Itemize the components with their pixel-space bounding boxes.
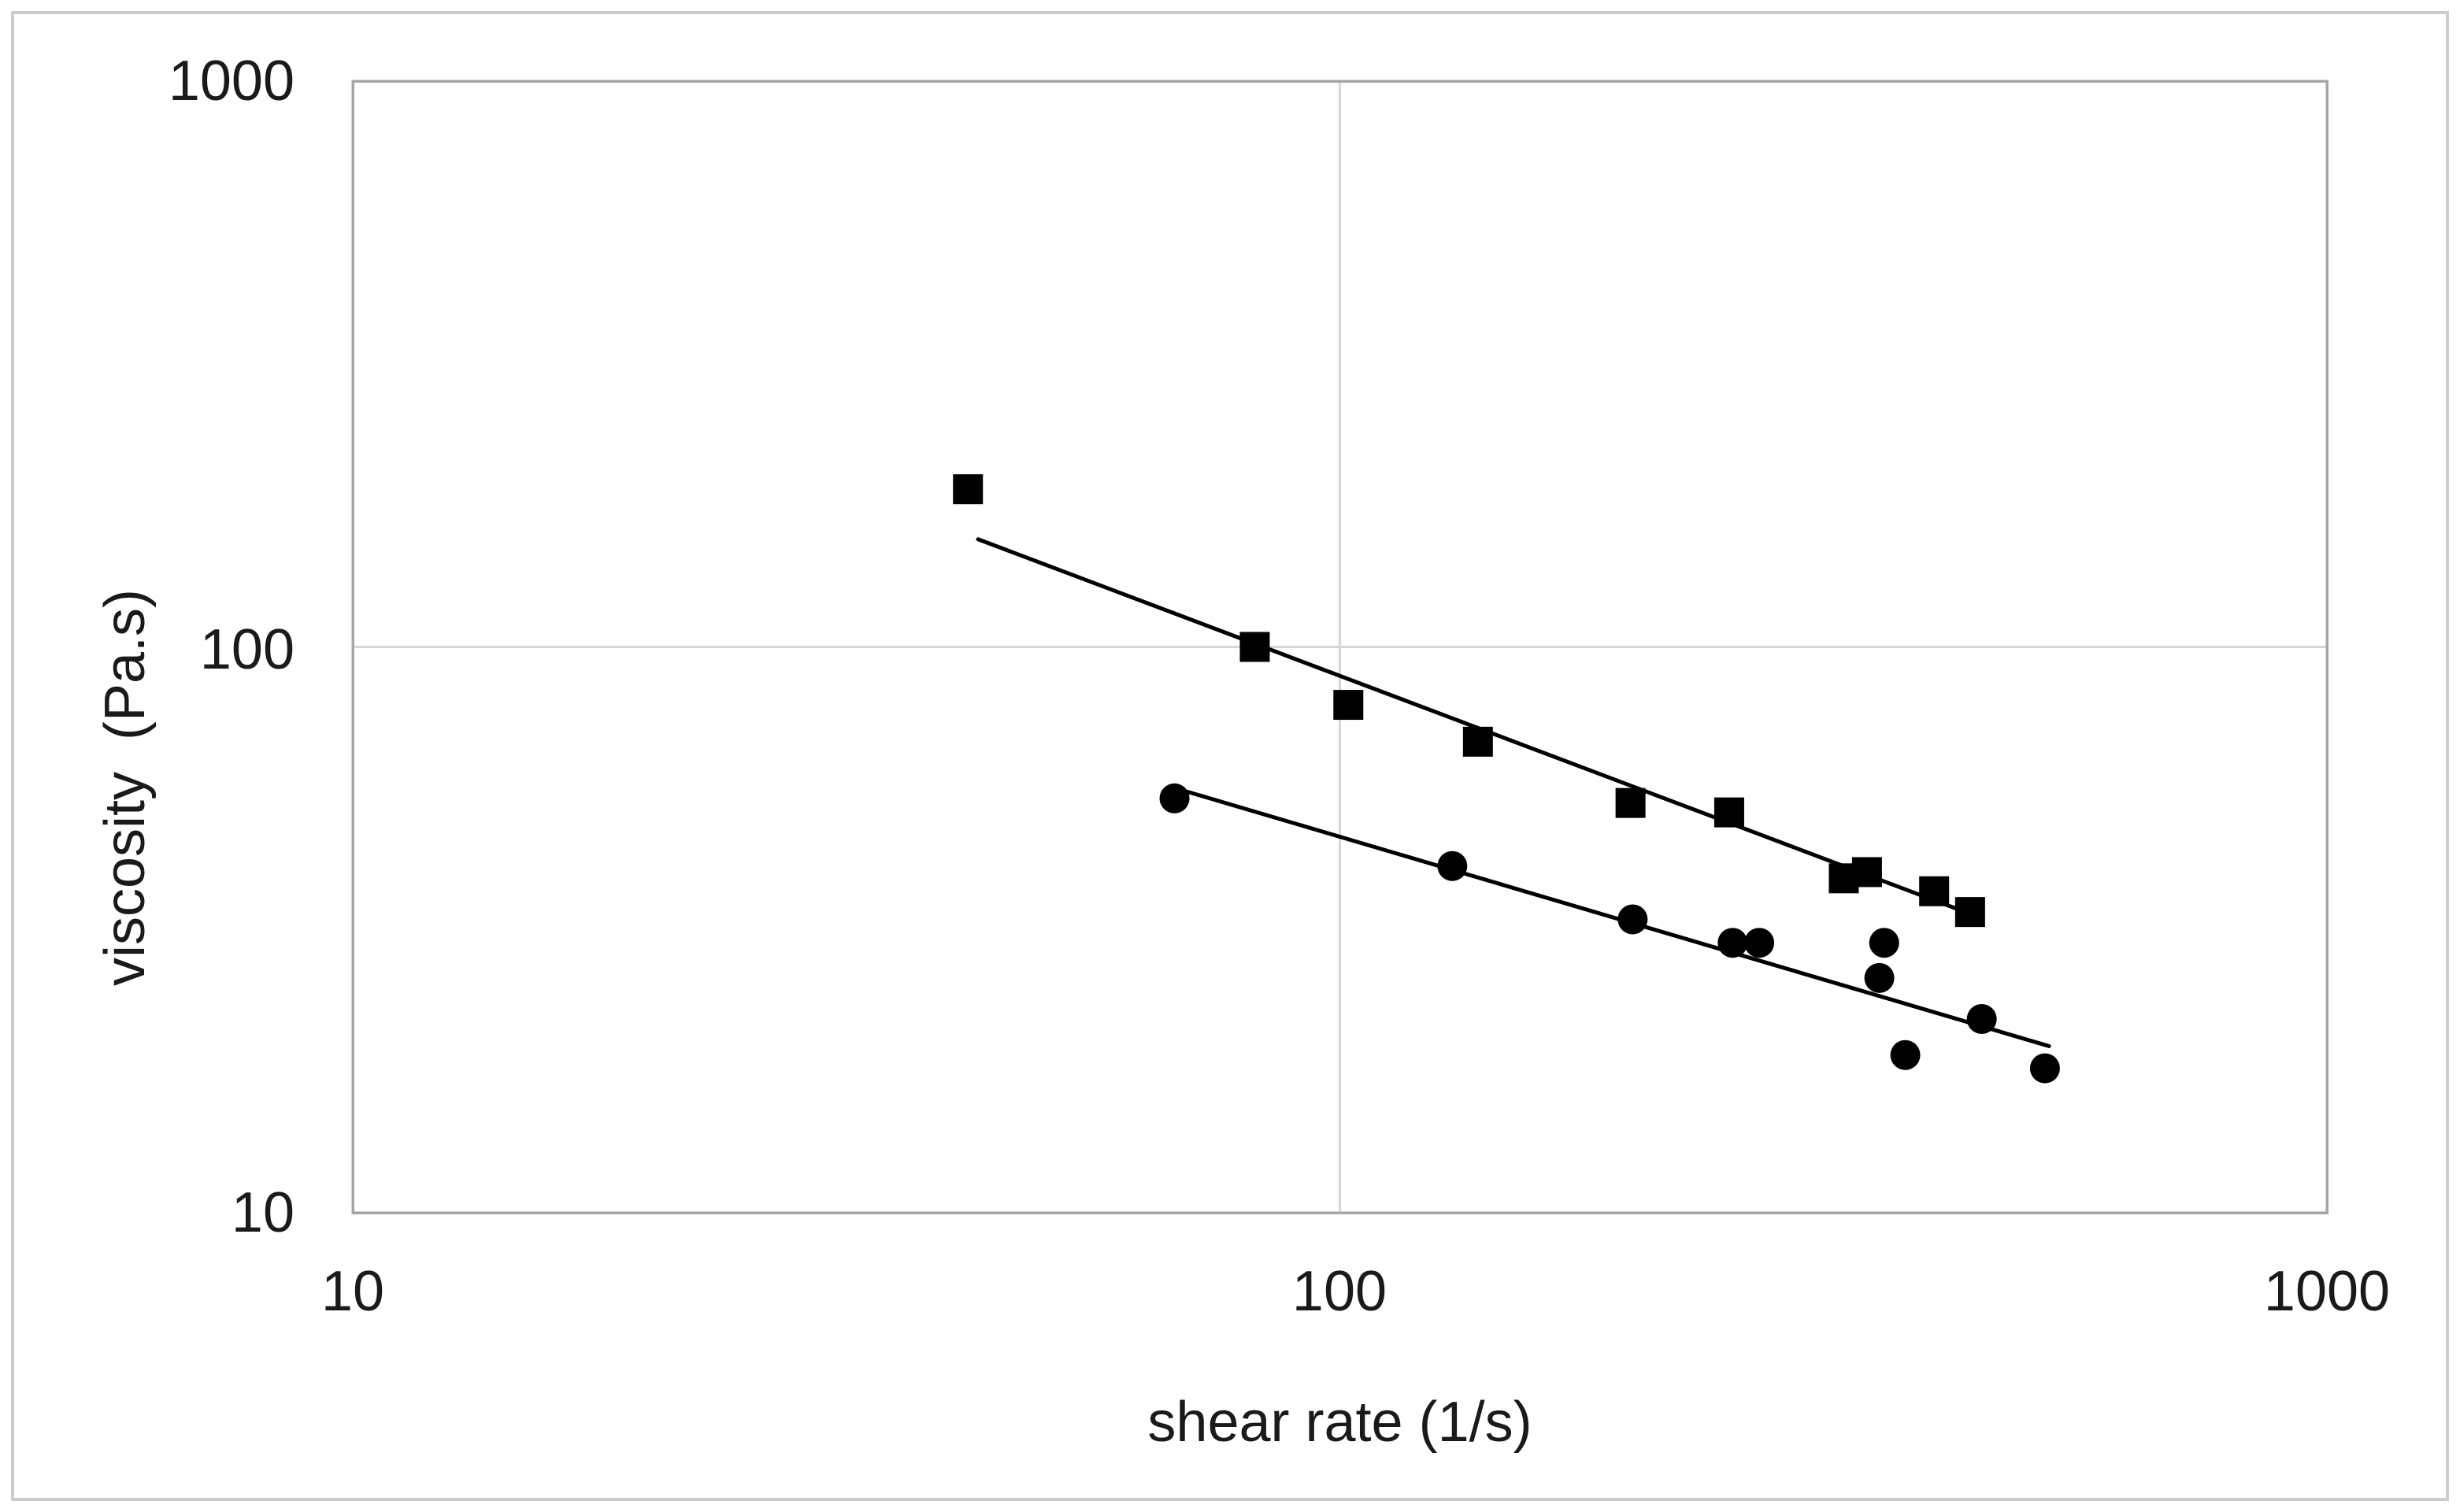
circle-marker: [1617, 904, 1648, 935]
circle-marker: [1717, 928, 1748, 958]
y-tick-label-100: 100: [199, 618, 295, 681]
y-tick-label-1000: 1000: [168, 50, 295, 113]
square-marker: [1851, 857, 1882, 888]
plot-border: [351, 80, 2328, 1214]
circle-marker: [2029, 1053, 2060, 1084]
circle-marker: [1744, 928, 1775, 958]
x-tick-label-1000: 1000: [2263, 1260, 2391, 1323]
square-marker: [1713, 797, 1744, 828]
square-marker: [1333, 690, 1364, 721]
square-marker: [1462, 726, 1493, 757]
circle-marker: [1869, 928, 1899, 958]
x-tick-label-10: 10: [320, 1260, 385, 1323]
y-tick-label-10: 10: [231, 1181, 295, 1244]
circle-marker: [1159, 783, 1190, 813]
circle-marker: [1890, 1040, 1921, 1070]
square-marker: [1919, 876, 1950, 906]
circle-marker: [1437, 850, 1468, 881]
x-axis-title: shear rate (1/s): [1147, 1391, 1532, 1454]
square-marker: [1239, 632, 1270, 662]
circle-marker: [1966, 1003, 1997, 1034]
x-tick-label-100: 100: [1291, 1260, 1387, 1323]
square-marker: [953, 474, 984, 505]
square-marker: [1615, 788, 1646, 818]
circle-marker: [1864, 962, 1895, 993]
y-axis-title: viscosity (Pa.s): [94, 588, 157, 987]
square-marker: [1954, 897, 1985, 928]
